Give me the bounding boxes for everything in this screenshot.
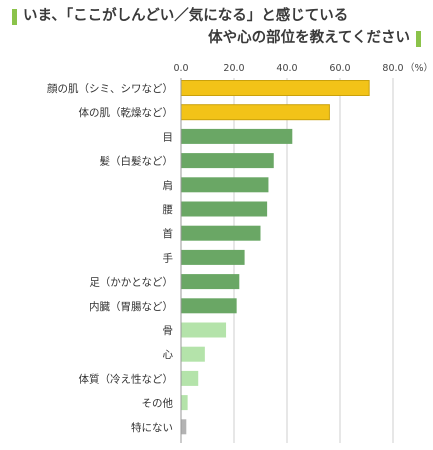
category-label: 手 <box>163 251 174 264</box>
bar <box>181 153 274 169</box>
category-label: 腰 <box>163 204 174 216</box>
bar <box>181 177 269 193</box>
category-label: 骨 <box>163 325 174 337</box>
category-label: 内臓（胃腸など） <box>89 300 173 313</box>
bar <box>181 274 240 290</box>
bar <box>181 419 187 435</box>
bar <box>181 128 293 144</box>
x-tick-label: 40.0 <box>276 63 297 74</box>
category-label: 特にない <box>131 422 173 434</box>
bar <box>181 249 245 265</box>
x-tick-label: 60.0 <box>329 63 350 74</box>
bar <box>180 104 330 121</box>
title-line-2: 体や心の部位を教えてください <box>208 30 410 46</box>
category-label: 顔の肌（シミ、シワなど） <box>47 82 173 95</box>
bar <box>181 322 227 338</box>
x-tick-label: 0.0 <box>173 63 188 74</box>
title-accent-bar <box>416 31 421 47</box>
axis-unit-label: （%） <box>405 62 433 74</box>
category-label: 髪（白髪など） <box>100 155 174 168</box>
bar <box>181 395 188 411</box>
x-tick-label: 80.0 <box>382 63 403 74</box>
bar <box>181 298 237 314</box>
category-label: 体の肌（乾燥など） <box>79 106 174 119</box>
bar <box>180 80 370 96</box>
bar <box>181 201 268 217</box>
category-label: 体質（冷え性など） <box>79 372 174 385</box>
title-accent-bar <box>12 9 17 25</box>
category-label: 肩 <box>163 179 174 192</box>
bar <box>181 346 205 362</box>
bar <box>181 225 261 241</box>
category-label: 心 <box>163 349 174 361</box>
category-label: 足（かかとなど） <box>89 277 173 289</box>
category-label: 首 <box>163 227 174 240</box>
title-line-1: いま、「ここがしんどい／気になる」と感じている <box>23 8 349 24</box>
category-label: その他 <box>142 397 174 410</box>
bar <box>181 370 199 386</box>
x-tick-label: 20.0 <box>223 63 244 74</box>
category-label: 目 <box>163 131 174 143</box>
chart-title: いま、「ここがしんどい／気になる」と感じている 体や心の部位を教えてください <box>0 0 433 50</box>
